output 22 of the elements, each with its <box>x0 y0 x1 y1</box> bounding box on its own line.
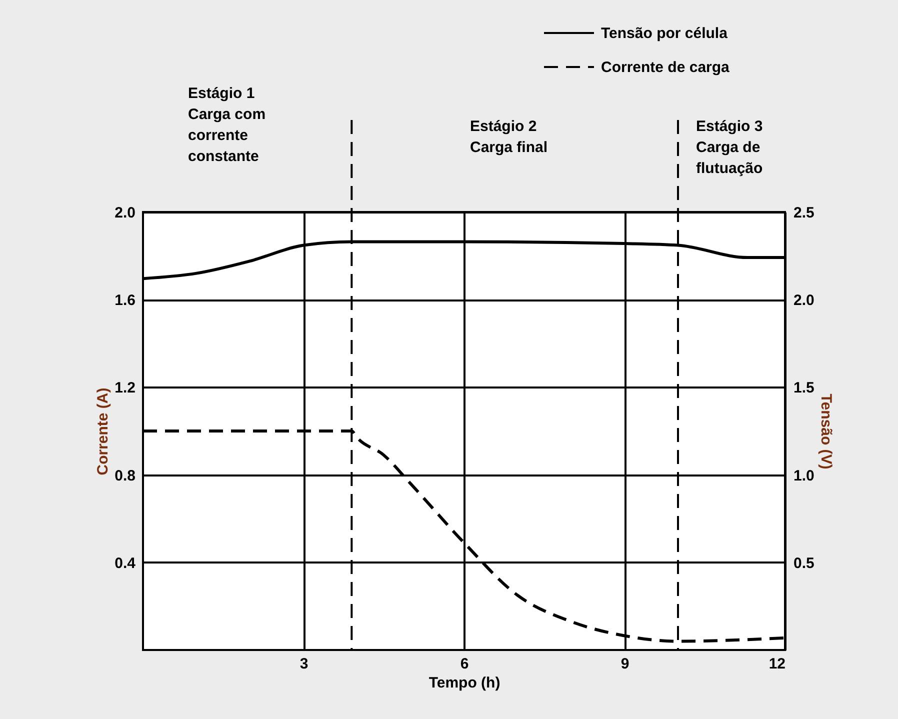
y2-tick-label: 1.5 <box>794 380 814 397</box>
x-tick-label: 12 <box>768 656 786 672</box>
x-tick-label: 3 <box>300 656 308 672</box>
y-tick-label: 1.2 <box>114 380 136 397</box>
text: Estágio 3 Carga de flutuação <box>696 118 763 177</box>
x-axis-title: Tempo (h) <box>428 674 500 692</box>
text: Estágio 2 Carga final <box>470 118 548 156</box>
y-tick-label: 1.6 <box>114 292 136 310</box>
y2-tick-label: 0.5 <box>794 554 814 572</box>
legend-label: Tensão por célula <box>601 25 728 42</box>
y2-axis-title: Tensão (V) <box>817 394 834 470</box>
y-axis-title: Corrente (A) <box>94 388 112 476</box>
y-tick-label: 0.4 <box>114 554 136 572</box>
legend-label: Corrente de carga <box>601 59 730 76</box>
x-tick-label: 9 <box>620 656 630 672</box>
y2-tick-label: 1.0 <box>794 467 814 484</box>
y2-tick-label: 2.5 <box>794 204 814 222</box>
text: Estágio 1 Carga com corrente constante <box>188 85 266 165</box>
y2-tick-label: 2.0 <box>794 292 814 310</box>
x-tick-label: 6 <box>460 656 469 672</box>
y-tick-label: 0.8 <box>114 467 136 484</box>
y-tick-label: 2.0 <box>114 204 136 222</box>
